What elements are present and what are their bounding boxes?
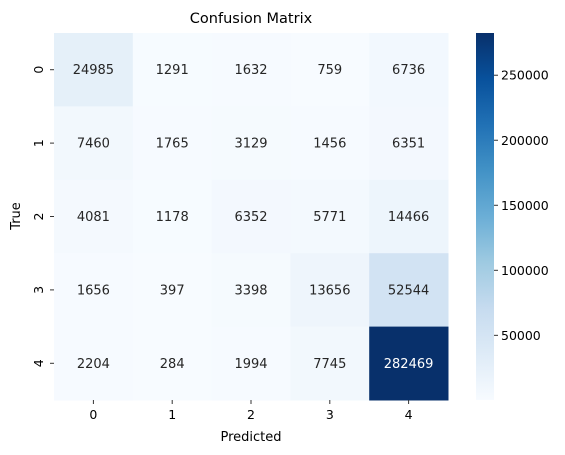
y-axis-ticks: 0 1 2 3 4 <box>31 66 54 368</box>
cell-value-label: 14466 <box>388 210 429 225</box>
colorbar-tick-label: 50000 <box>501 328 541 343</box>
x-axis-label: Predicted <box>220 430 281 445</box>
y-tick-label: 2 <box>31 213 46 221</box>
x-tick-label: 0 <box>89 407 97 422</box>
cell-value-label: 284 <box>160 357 185 372</box>
cell-value-label: 1656 <box>77 283 110 298</box>
cell-value-label: 7745 <box>313 357 346 372</box>
cell-value-label: 52544 <box>388 283 429 298</box>
heatmap-cells: 24985 1291 1632 759 6736 7460 1765 3129 1456 6351… <box>54 33 449 401</box>
cell-value-label: 1765 <box>156 137 189 152</box>
cell-value-label: 24985 <box>73 63 114 78</box>
colorbar-tick-label: 150000 <box>501 198 549 213</box>
x-tick-label: 3 <box>326 407 334 422</box>
cell-value-label: 1178 <box>156 210 189 225</box>
y-tick-label: 3 <box>31 286 46 294</box>
y-tick-label: 1 <box>31 139 46 147</box>
colorbar: 50000 100000 150000 200000 250000 <box>476 33 549 400</box>
y-tick-label: 4 <box>31 359 46 367</box>
chart-title: Confusion Matrix <box>190 11 313 27</box>
cell-value-label: 1291 <box>156 63 189 78</box>
x-tick-label: 1 <box>168 407 176 422</box>
y-tick-label: 0 <box>31 66 46 74</box>
cell-value-label: 1456 <box>313 137 346 152</box>
cell-value-label: 6351 <box>392 137 425 152</box>
colorbar-tick-label: 250000 <box>501 68 549 83</box>
colorbar-tick-label: 200000 <box>501 133 549 148</box>
cell-value-label: 1994 <box>234 357 267 372</box>
colorbar-tick-label: 100000 <box>501 263 549 278</box>
cell-value-label: 759 <box>317 63 342 78</box>
cell-value-label: 5771 <box>313 210 346 225</box>
cell-value-label: 1632 <box>234 63 267 78</box>
cell-value-label: 397 <box>160 283 185 298</box>
y-axis-label: True <box>9 202 24 231</box>
cell-value-label: 4081 <box>77 210 110 225</box>
cell-value-label: 6736 <box>392 63 425 78</box>
cell-value-label: 282469 <box>384 357 434 372</box>
cell-value-label: 6352 <box>234 210 267 225</box>
x-tick-label: 2 <box>247 407 255 422</box>
cell-value-label: 2204 <box>77 357 110 372</box>
cell-value-label: 3398 <box>234 283 267 298</box>
cell-value-label: 7460 <box>77 137 110 152</box>
cell-value-label: 3129 <box>234 137 267 152</box>
cell-value-label: 13656 <box>309 283 350 298</box>
colorbar-gradient <box>476 33 494 400</box>
x-tick-label: 4 <box>405 407 413 422</box>
x-axis-ticks: 0 1 2 3 4 <box>89 400 412 422</box>
